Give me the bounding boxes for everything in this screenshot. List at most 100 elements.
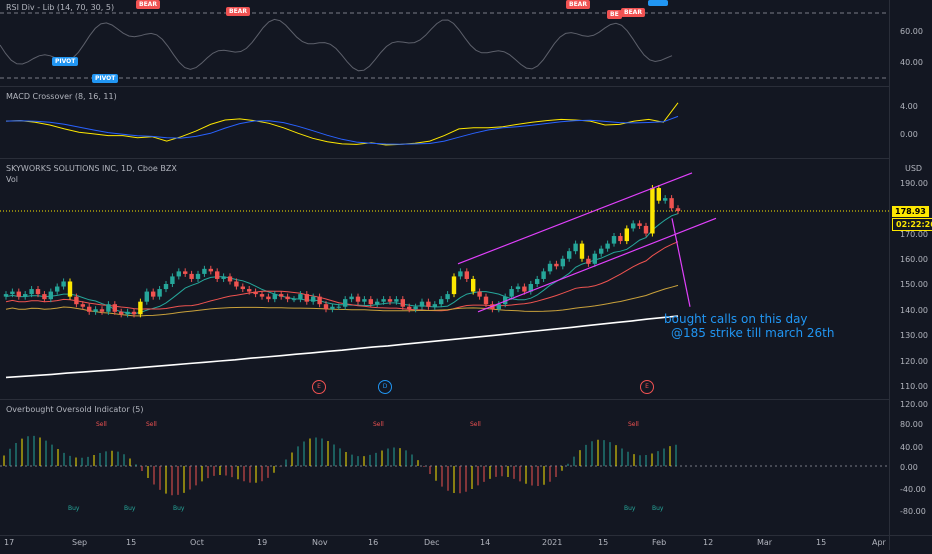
x-tick: Apr (872, 538, 886, 547)
y-tick: 140.00 (900, 306, 928, 315)
buy-signal: Buy (68, 505, 80, 512)
earnings-marker[interactable]: E (640, 380, 654, 394)
pane-separator[interactable] (0, 399, 890, 400)
candle-body (547, 263, 553, 272)
currency-label: USD (905, 164, 923, 173)
candle-body (631, 223, 636, 229)
sell-signal: Sell (146, 421, 157, 428)
candle-body (330, 306, 335, 310)
macd-pane-label: MACD Crossover (8, 16, 11) (6, 92, 117, 101)
earnings-marker[interactable]: E (312, 380, 326, 394)
candle-body (227, 276, 233, 282)
candle-body (138, 301, 143, 315)
channel-upper-line (457, 172, 693, 265)
macd-line (5, 102, 679, 146)
candle-body (400, 299, 405, 307)
x-tick: 16 (368, 538, 379, 547)
candle-body (464, 271, 469, 279)
candle-body (362, 299, 367, 302)
time-axis[interactable] (0, 535, 932, 550)
buy-signal: Buy (173, 505, 185, 512)
price-axis[interactable] (889, 0, 932, 550)
candle-body (419, 301, 425, 307)
y-tick: -40.00 (900, 485, 926, 494)
candle-body (515, 286, 521, 290)
ma-slow-line (5, 284, 679, 317)
candle-body (605, 243, 610, 249)
last-price-tag: 178.93 (892, 206, 929, 217)
bear-tag[interactable]: BEAR (621, 8, 645, 17)
obos-pane-label: Overbought Oversold Indicator (5) (6, 405, 144, 414)
candle-body (663, 198, 668, 201)
x-tick: 15 (126, 538, 137, 547)
candle-body (163, 284, 169, 290)
y-tick: 40.00 (900, 443, 923, 452)
sell-signal: Sell (628, 421, 639, 428)
bear-tag[interactable]: BEAR (136, 0, 160, 9)
candle-body (528, 284, 533, 292)
candle-body (10, 291, 15, 295)
candle-body (112, 304, 117, 312)
pane-separator[interactable] (0, 158, 890, 159)
bear-tag[interactable]: BE (607, 10, 622, 19)
candle-body (291, 299, 297, 301)
candle-body (592, 253, 597, 264)
candle-body (375, 301, 380, 305)
candle-body (247, 289, 252, 292)
candle-body (573, 243, 578, 252)
pane-separator[interactable] (0, 86, 890, 87)
candle-body (669, 198, 674, 209)
x-tick: Feb (652, 538, 667, 547)
x-tick: 19 (257, 538, 268, 547)
candle-body (144, 291, 149, 302)
candle-body (311, 296, 316, 302)
candle-body (381, 299, 386, 302)
candle-body (253, 291, 258, 295)
candle-body (74, 296, 79, 305)
bear-tag[interactable]: BEAR (226, 7, 250, 16)
candle-body (349, 296, 354, 300)
candle-body (650, 188, 655, 234)
y-tick: 160.00 (900, 255, 928, 264)
candle-body (560, 258, 565, 267)
buy-signal: Buy (124, 505, 136, 512)
ma-fast-line (5, 213, 679, 315)
candle-body (643, 225, 649, 234)
y-tick: 130.00 (900, 331, 928, 340)
bear-tag[interactable]: BEAR (566, 0, 590, 9)
dividend-marker[interactable]: D (378, 380, 392, 394)
sell-signal: Sell (96, 421, 107, 428)
buy-signal: Buy (624, 505, 636, 512)
candle-body (298, 294, 303, 300)
candle-body (611, 236, 617, 244)
candle-body (221, 276, 226, 279)
candle-body (151, 291, 156, 297)
candle-body (3, 294, 9, 297)
candle-body (675, 208, 681, 211)
candle-body (323, 304, 329, 310)
y-tick: 60.00 (900, 27, 923, 36)
pivot-tag[interactable]: PIVOT (52, 57, 79, 66)
x-tick: 17 (4, 538, 15, 547)
y-tick: 0.00 (900, 130, 918, 139)
candle-body (336, 306, 341, 308)
candle-body (541, 271, 546, 279)
pivot-tag[interactable]: PIVOT (92, 74, 119, 83)
candle-body (87, 306, 92, 312)
pivot-tag[interactable] (648, 0, 668, 6)
sma-200-line (5, 315, 679, 379)
candle-body (496, 304, 501, 310)
candle-body (509, 289, 514, 297)
y-tick: 80.00 (900, 420, 923, 429)
candle-body (61, 281, 66, 287)
candle-body (29, 289, 34, 295)
candle-body (304, 294, 309, 302)
candle-body (55, 286, 60, 292)
buy-signal: Buy (652, 505, 664, 512)
candle-body (656, 188, 661, 201)
candle-body (637, 223, 642, 226)
candle-body (567, 251, 572, 259)
x-tick: 12 (703, 538, 714, 547)
